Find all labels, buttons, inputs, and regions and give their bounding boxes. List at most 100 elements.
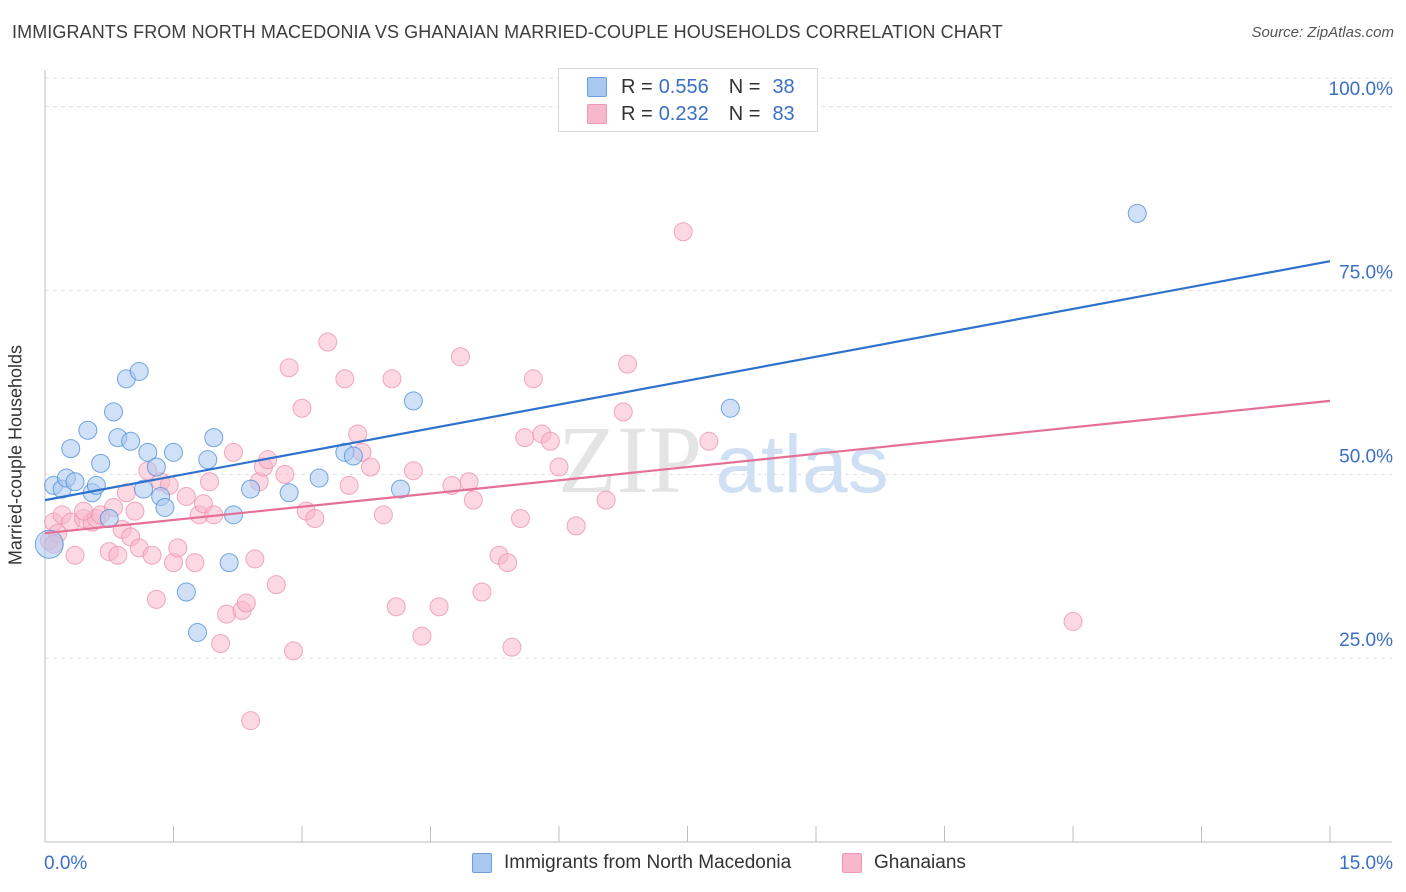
ghanaian-point bbox=[176, 486, 196, 506]
north-macedonia-point bbox=[187, 622, 207, 642]
ghanaian-point bbox=[523, 369, 543, 389]
ghanaian-point bbox=[596, 490, 616, 510]
north-macedonia-point bbox=[198, 450, 218, 470]
x-tick-label-end: 15.0% bbox=[1339, 853, 1393, 874]
ghanaian-point bbox=[146, 589, 166, 609]
north-macedonia-point bbox=[164, 442, 183, 462]
ghanaian-point bbox=[168, 538, 188, 558]
legend-row-ghanaians: R = 0.232 N = 83 bbox=[587, 102, 795, 126]
north-macedonia-point bbox=[176, 582, 196, 602]
legend-label: Immigrants from North Macedonia bbox=[504, 852, 792, 873]
north-macedonia-point bbox=[391, 479, 411, 499]
chart-title: IMMIGRANTS FROM NORTH MACEDONIA VS GHANA… bbox=[12, 22, 1003, 42]
ghanaian-point bbox=[318, 332, 338, 352]
ghanaian-point bbox=[382, 369, 402, 389]
ghanaian-point bbox=[463, 490, 483, 510]
ghanaian-point bbox=[335, 369, 355, 389]
ghanaian-point bbox=[613, 402, 633, 422]
ghanaian-point bbox=[459, 472, 479, 492]
ghanaian-point bbox=[211, 633, 231, 653]
ghanaian-point bbox=[361, 457, 381, 477]
ghanaian-point bbox=[241, 711, 261, 731]
y-axis-label: Married-couple Households bbox=[5, 344, 26, 566]
ghanaian-point bbox=[540, 431, 560, 451]
trend-line-ghanaians bbox=[44, 399, 1331, 535]
ghanaian-point bbox=[236, 593, 256, 613]
ghanaian-point bbox=[142, 545, 162, 565]
trend-line-north-macedonia bbox=[44, 260, 1331, 502]
r-value: 0.556 bbox=[658, 75, 709, 98]
y-tick-label: 100.0% bbox=[1329, 79, 1394, 100]
ghanaian-point bbox=[373, 505, 393, 525]
ghanaian-point bbox=[275, 464, 295, 484]
north-macedonia-point bbox=[65, 472, 85, 492]
north-macedonia-point bbox=[219, 553, 239, 573]
ghanaian-point bbox=[125, 501, 145, 521]
ghanaian-point bbox=[472, 582, 492, 602]
north-macedonia-point bbox=[309, 468, 329, 488]
north-macedonia-point bbox=[146, 457, 166, 477]
r-value: 0.232 bbox=[658, 102, 709, 125]
x-tick-label-start: 0.0% bbox=[44, 853, 87, 874]
source-credit: Source: ZipAtlas.com bbox=[1251, 24, 1394, 41]
north-macedonia-point bbox=[34, 529, 64, 559]
north-macedonia-point bbox=[61, 439, 81, 459]
ghanaian-point bbox=[108, 545, 128, 565]
legend-item-north-macedonia: Immigrants from North Macedonia bbox=[472, 852, 791, 874]
north-macedonia-point bbox=[155, 497, 175, 517]
legend-swatch-blue bbox=[472, 853, 492, 873]
watermark-zip: ZIP bbox=[558, 406, 702, 513]
axes bbox=[44, 70, 1392, 843]
n-value: 38 bbox=[772, 75, 795, 98]
y-tick-label: 75.0% bbox=[1339, 263, 1393, 284]
ghanaian-point bbox=[450, 347, 470, 367]
north-macedonia-point bbox=[104, 402, 124, 422]
north-macedonia-point bbox=[403, 391, 423, 411]
watermark-atlas: atlas bbox=[715, 419, 888, 510]
trend-lines bbox=[44, 260, 1331, 535]
north-macedonia-point bbox=[279, 483, 299, 503]
r-label: R = bbox=[621, 102, 653, 125]
ghanaian-point bbox=[199, 472, 219, 492]
n-label: N = bbox=[728, 75, 761, 98]
north-macedonia-point bbox=[204, 428, 224, 448]
ghanaian-point bbox=[292, 398, 312, 418]
ghanaian-point bbox=[305, 508, 325, 528]
grid bbox=[45, 77, 1392, 659]
ghanaian-point bbox=[502, 637, 522, 657]
north-macedonia-point bbox=[241, 479, 261, 499]
north-macedonia-point bbox=[121, 431, 141, 451]
legend-swatch-blue bbox=[587, 77, 607, 97]
north-macedonia-point bbox=[1127, 203, 1147, 223]
north-macedonia-point bbox=[343, 446, 363, 466]
y-tick-label: 25.0% bbox=[1339, 630, 1393, 651]
ghanaian-point bbox=[673, 222, 693, 242]
ghanaian-point bbox=[566, 516, 586, 536]
watermark: ZIP atlas bbox=[558, 406, 889, 513]
ghanaian-point bbox=[74, 501, 94, 521]
ghanaian-point bbox=[266, 575, 286, 595]
legend-row-north-macedonia: R = 0.556 N = 38 bbox=[587, 75, 795, 99]
ghanaian-point bbox=[699, 431, 719, 451]
tick-labels: 25.0% 50.0% 75.0% 100.0% 0.0% 15.0% bbox=[44, 79, 1393, 874]
r-label: R = bbox=[621, 75, 653, 98]
north-macedonia-point bbox=[129, 361, 149, 381]
ghanaians-points bbox=[39, 222, 1083, 731]
legend-swatch-pink bbox=[842, 853, 862, 873]
ghanaian-point bbox=[510, 508, 530, 528]
correlation-legend: R = 0.556 N = 38 R = 0.232 N = 83 bbox=[558, 68, 818, 132]
ghanaian-point bbox=[403, 461, 423, 481]
series-legend: Immigrants from North Macedonia Ghanaian… bbox=[0, 852, 1406, 878]
ghanaian-point bbox=[515, 428, 535, 448]
ghanaian-point bbox=[412, 626, 432, 646]
north-macedonia-points bbox=[34, 203, 1147, 642]
ghanaian-point bbox=[429, 597, 449, 617]
ghanaian-point bbox=[65, 545, 85, 565]
ghanaian-point bbox=[245, 549, 265, 569]
north-macedonia-point bbox=[91, 453, 111, 473]
north-macedonia-point bbox=[99, 508, 119, 528]
y-tick-label: 50.0% bbox=[1339, 446, 1393, 467]
north-macedonia-point bbox=[78, 420, 98, 440]
north-macedonia-point bbox=[720, 398, 740, 418]
